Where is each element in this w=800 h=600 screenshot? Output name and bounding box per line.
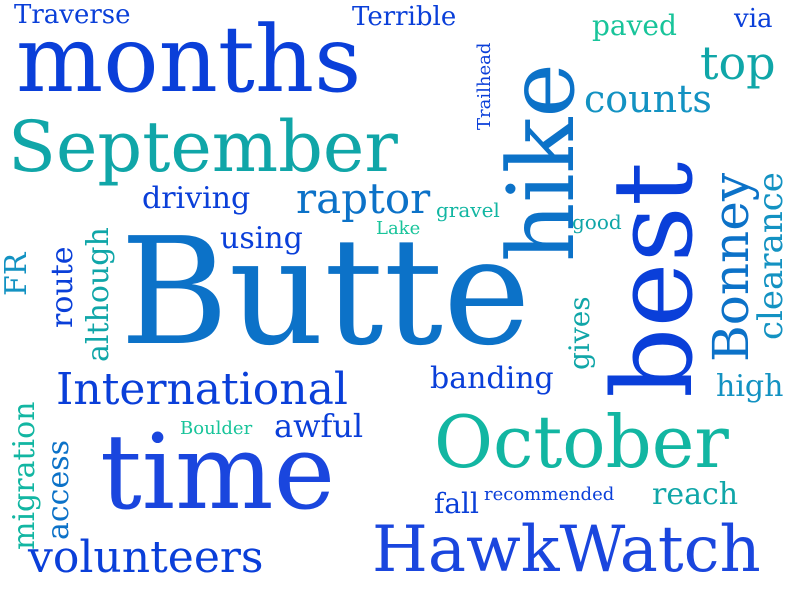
word-fall: fall — [434, 487, 479, 520]
word-bonney: Bonney — [702, 172, 760, 362]
word-international: International — [56, 364, 348, 415]
word-traverse: Traverse — [14, 0, 131, 30]
word-time: time — [100, 411, 336, 533]
word-although: although — [81, 227, 116, 362]
word-volunteers: volunteers — [28, 532, 264, 583]
word-lake: Lake — [376, 218, 421, 239]
word-route: route — [45, 246, 80, 328]
word-months: months — [16, 6, 362, 113]
word-hawkwatch: HawkWatch — [372, 513, 761, 587]
word-clearance: clearance — [751, 172, 791, 340]
word-banding: banding — [430, 361, 554, 396]
word-good: good — [572, 210, 622, 234]
word-fr: FR — [0, 252, 34, 296]
word-access: access — [41, 439, 76, 540]
word-september: September — [8, 106, 398, 188]
word-high: high — [716, 369, 784, 404]
word-best: best — [589, 161, 717, 398]
word-top: top — [700, 36, 776, 90]
word-gives: gives — [563, 296, 596, 370]
word-counts: counts — [584, 77, 712, 121]
word-raptor: raptor — [296, 174, 431, 223]
word-migration: migration — [7, 401, 42, 550]
word-butte: Butte — [120, 206, 531, 378]
word-via: via — [734, 4, 773, 34]
word-paved: paved — [592, 9, 677, 42]
word-trailhead: Trailhead — [474, 42, 495, 130]
word-using: using — [220, 221, 303, 256]
word-terrible: Terrible — [352, 2, 457, 32]
word-recommended: recommended — [484, 484, 615, 505]
word-driving: driving — [142, 181, 251, 216]
word-october: October — [434, 400, 729, 484]
word-gravel: gravel — [436, 198, 500, 222]
word-hike: hike — [488, 63, 595, 262]
word-awful: awful — [274, 407, 364, 445]
word-reach: reach — [652, 477, 739, 512]
word-boulder: Boulder — [180, 418, 253, 439]
